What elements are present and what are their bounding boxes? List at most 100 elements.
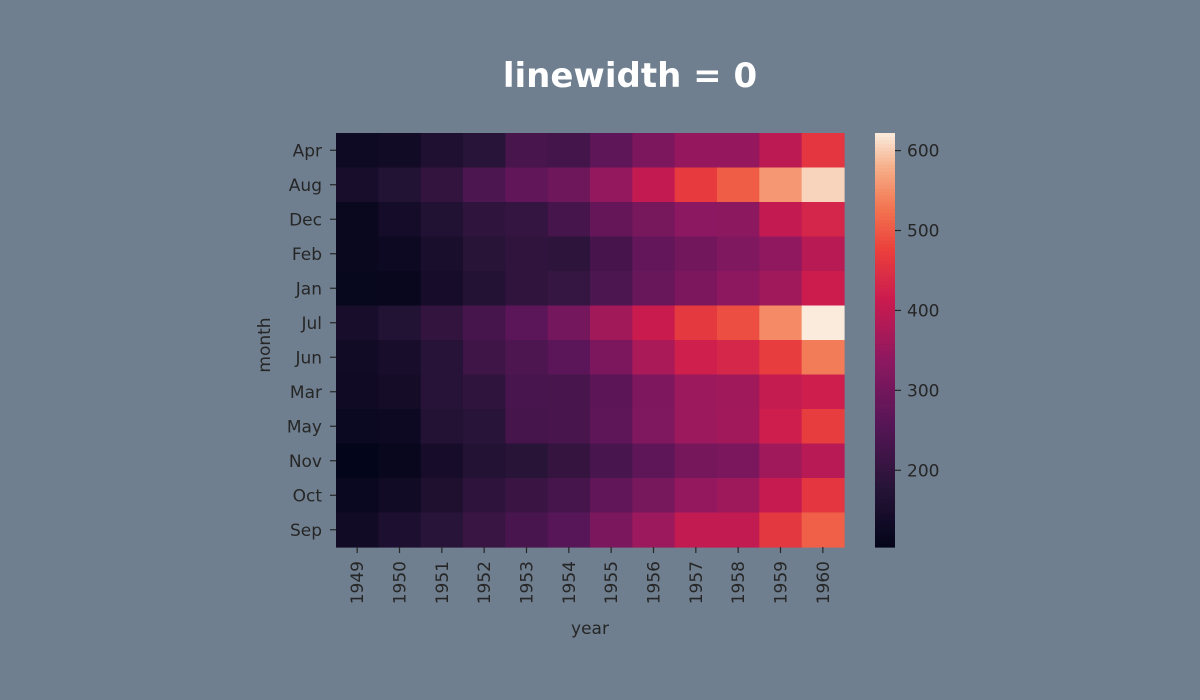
colorbar-segment: [875, 429, 895, 434]
colorbar-segment: [875, 484, 895, 489]
heatmap-cell: [463, 271, 506, 307]
heatmap-cell: [420, 340, 464, 376]
x-tick-label: 1951: [433, 561, 453, 604]
colorbar-segment: [875, 515, 895, 520]
colorbar-segment: [875, 184, 895, 189]
heatmap-cell: [378, 478, 422, 514]
heatmap-cell: [336, 443, 379, 479]
heatmap-cell: [717, 202, 760, 238]
heatmap-cell: [717, 340, 760, 376]
heatmap-cell: [336, 236, 379, 272]
colorbar-segment: [875, 343, 895, 348]
heatmap-cell: [420, 443, 464, 479]
heatmap-cell: [674, 512, 718, 548]
colorbar-segment: [875, 464, 895, 469]
colorbar-segment: [875, 478, 895, 483]
x-tick-label: 1952: [475, 561, 495, 604]
heatmap-cell: [420, 202, 464, 238]
heatmap-cell: [590, 443, 633, 479]
colorbar-segment: [875, 346, 895, 351]
y-tick-label: Aug: [289, 176, 322, 196]
heatmap-cell: [547, 271, 591, 307]
heatmap-cell: [420, 512, 464, 548]
colorbar-segment: [875, 153, 895, 158]
heatmap-cell: [505, 512, 549, 548]
colorbar-segment: [875, 371, 895, 376]
heatmap-cell: [547, 133, 591, 169]
heatmap-cell: [463, 340, 506, 376]
colorbar-segment: [875, 295, 895, 300]
heatmap-cell: [674, 478, 718, 514]
heatmap-cell: [547, 236, 591, 272]
colorbar-segment: [875, 146, 895, 151]
colorbar-segment: [875, 157, 895, 162]
heatmap-cell: [463, 409, 506, 445]
colorbar-segment: [875, 440, 895, 445]
heatmap-cell: [759, 236, 803, 272]
heatmap-cell: [759, 478, 803, 514]
heatmap-cell: [505, 133, 549, 169]
colorbar-segment: [875, 505, 895, 510]
x-tick-label: 1959: [772, 561, 792, 604]
colorbar-segment: [875, 315, 895, 320]
y-tick-label: Dec: [289, 210, 322, 230]
heatmap-cell: [420, 409, 464, 445]
heatmap-cell: [463, 167, 506, 203]
heatmap-cell: [463, 236, 506, 272]
colorbar-segment: [875, 267, 895, 272]
colorbar-segment: [875, 336, 895, 341]
heatmap-cell: [717, 409, 760, 445]
colorbar-segment: [875, 326, 895, 331]
heatmap-cell: [505, 202, 549, 238]
heatmap-cell: [463, 443, 506, 479]
heatmap-cell: [547, 478, 591, 514]
colorbar-segment: [875, 264, 895, 269]
x-tick-label: 1953: [518, 561, 538, 604]
colorbar-segment: [875, 436, 895, 441]
heatmap-cell: [759, 340, 803, 376]
colorbar-segment: [875, 350, 895, 355]
heatmap-cell: [547, 202, 591, 238]
colorbar-segment: [875, 457, 895, 462]
colorbar-segment: [875, 288, 895, 293]
heatmap-cell: [632, 236, 676, 272]
colorbar-segment: [875, 195, 895, 200]
heatmap-cell: [336, 374, 379, 410]
colorbar-segment: [875, 329, 895, 334]
colorbar-segment: [875, 519, 895, 524]
colorbar-segment: [875, 164, 895, 169]
heatmap-cell: [632, 167, 676, 203]
colorbar-segment: [875, 405, 895, 410]
colorbar-tick-label: 200: [907, 461, 939, 481]
colorbar-segment: [875, 160, 895, 165]
heatmap-cell: [674, 271, 718, 307]
heatmap-cell: [801, 305, 845, 341]
heatmap-cell: [632, 443, 676, 479]
colorbar-segment: [875, 246, 895, 251]
colorbar-segment: [875, 181, 895, 186]
heatmap-cell: [717, 305, 760, 341]
heatmap-cell: [420, 374, 464, 410]
colorbar-segment: [875, 381, 895, 386]
colorbar-tick-label: 600: [907, 142, 939, 162]
heatmap-cell: [336, 512, 379, 548]
heatmap-cell: [463, 202, 506, 238]
heatmap-cell: [590, 478, 633, 514]
colorbar-segment: [875, 529, 895, 534]
colorbar-segment: [875, 170, 895, 175]
heatmap-cell: [547, 340, 591, 376]
heatmap-cell: [590, 236, 633, 272]
colorbar-segment: [875, 308, 895, 313]
colorbar-segment: [875, 284, 895, 289]
colorbar-segment: [875, 233, 895, 238]
colorbar-segment: [875, 305, 895, 310]
colorbar-segment: [875, 495, 895, 500]
heatmap-cell: [801, 340, 845, 376]
x-tick-label: 1955: [602, 561, 622, 604]
colorbar-segment: [875, 474, 895, 479]
heatmap-cell: [759, 167, 803, 203]
colorbar-segment: [875, 357, 895, 362]
colorbar-segment: [875, 491, 895, 496]
colorbar-segment: [875, 253, 895, 258]
y-tick-label: Mar: [290, 383, 322, 403]
